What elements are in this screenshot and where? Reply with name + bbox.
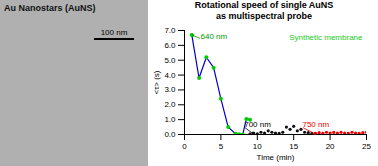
svg-text:20: 20: [326, 142, 335, 151]
svg-text:Synthetic membrane: Synthetic membrane: [289, 33, 363, 42]
svg-text:15: 15: [289, 142, 298, 151]
svg-text:Time (min): Time (min): [257, 153, 295, 162]
svg-text:750 nm: 750 nm: [302, 120, 329, 129]
svg-text:0: 0: [182, 142, 187, 151]
html-text:100 nm: 100 nm: [100, 28, 128, 37]
svg-text:2.0: 2.0: [164, 100, 176, 109]
svg-text:7.0: 7.0: [164, 26, 176, 35]
svg-text:1.0: 1.0: [164, 115, 176, 124]
svg-text:0.0: 0.0: [164, 130, 176, 139]
svg-text:4.0: 4.0: [164, 71, 176, 80]
svg-text:3.0: 3.0: [164, 85, 176, 94]
html-text:Au Nanostars (AuNS): Au Nanostars (AuNS): [4, 3, 96, 13]
svg-text:25: 25: [362, 142, 371, 151]
svg-text:5: 5: [219, 142, 224, 151]
html-text:as multispectral probe: as multispectral probe: [216, 11, 312, 21]
svg-text:10: 10: [253, 142, 262, 151]
svg-text:6.0: 6.0: [164, 41, 176, 50]
svg-text:640 nm: 640 nm: [201, 32, 228, 41]
svg-text:700 nm: 700 nm: [244, 120, 271, 129]
html-text:Rotational speed of single AuN: Rotational speed of single AuNS: [194, 0, 334, 10]
svg-text:<τ> (s): <τ> (s): [152, 70, 161, 94]
svg-text:5.0: 5.0: [164, 56, 176, 65]
